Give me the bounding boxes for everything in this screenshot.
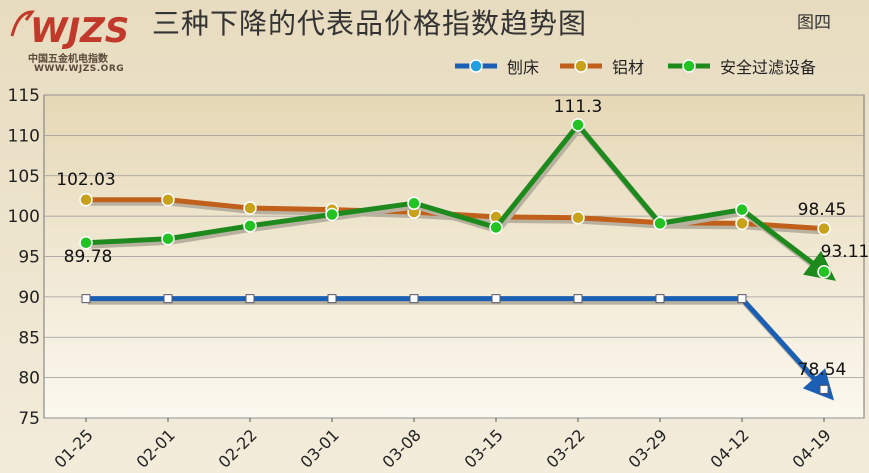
- legend-label: 刨床: [507, 58, 539, 77]
- data-point: [327, 294, 337, 304]
- x-tick-label: 03-15: [461, 425, 507, 471]
- data-point: [243, 201, 257, 215]
- data-point: [243, 219, 257, 233]
- data-point: [245, 294, 255, 304]
- x-tick-label: 03-29: [625, 425, 671, 471]
- legend-marker: [682, 59, 696, 73]
- data-label: 89.78: [64, 247, 113, 267]
- data-point: [81, 294, 91, 304]
- data-point: [571, 210, 585, 225]
- y-tick-label: 75: [18, 409, 40, 429]
- x-tick-label: 03-01: [297, 425, 343, 471]
- y-tick-label: 110: [8, 126, 40, 146]
- x-tick-label: 02-22: [215, 425, 261, 471]
- y-tick-label: 95: [18, 248, 40, 268]
- data-point: [819, 384, 829, 394]
- data-point: [817, 221, 831, 236]
- y-tick-label: 115: [8, 86, 40, 106]
- data-label: 93.11: [821, 242, 869, 262]
- y-tick-label: 90: [18, 288, 40, 308]
- data-point: [571, 118, 585, 132]
- logo-subtitle: 中国五金机电指数: [28, 54, 108, 65]
- logo-url: WWW.WJZS.ORG: [34, 64, 125, 74]
- data-point: [653, 216, 667, 231]
- data-point: [735, 216, 749, 231]
- y-tick-label: 80: [18, 369, 40, 389]
- legend-label: 安全过滤设备: [720, 58, 816, 77]
- x-tick-label: 02-01: [133, 425, 179, 471]
- x-tick-label: 04-12: [707, 425, 753, 471]
- data-point: [489, 220, 503, 235]
- data-point: [407, 196, 421, 210]
- data-point: [325, 207, 339, 222]
- figure-label: 图四: [797, 13, 831, 33]
- x-tick-label: 04-19: [789, 425, 835, 471]
- y-tick-label: 105: [8, 167, 40, 187]
- data-point: [655, 294, 665, 304]
- legend-label: 铝材: [612, 58, 644, 77]
- data-label: 78.54: [798, 360, 847, 380]
- data-point: [163, 294, 173, 304]
- x-tick-label: 03-08: [379, 425, 425, 471]
- series-line-刨床: [86, 296, 835, 401]
- chart-title: 三种下降的代表品价格指数趋势图: [152, 7, 588, 40]
- x-tick-label: 01-25: [51, 425, 97, 471]
- data-point: [79, 236, 93, 250]
- series-shadow: [88, 298, 829, 395]
- data-label: 98.45: [798, 200, 847, 220]
- data-point: [737, 294, 747, 304]
- y-tick-label: 85: [18, 328, 40, 348]
- data-point: [573, 294, 583, 304]
- legend-marker: [469, 59, 483, 73]
- data-point: [491, 294, 501, 304]
- data-point: [161, 192, 175, 207]
- logo-text: WJZS: [30, 11, 129, 50]
- wjzs-logo: WJZS: [10, 10, 129, 50]
- data-label: 102.03: [56, 170, 115, 190]
- logo-swoosh-icon: [10, 10, 36, 37]
- data-point: [409, 294, 419, 304]
- data-point: [161, 231, 175, 246]
- series-line-安全过滤设备: [85, 122, 836, 281]
- data-point: [79, 192, 93, 207]
- data-point: [817, 265, 831, 279]
- y-tick-label: 100: [8, 207, 40, 227]
- data-point: [735, 202, 749, 217]
- x-tick-label: 03-22: [543, 425, 589, 471]
- data-label: 111.3: [554, 97, 603, 117]
- legend-marker: [574, 59, 588, 73]
